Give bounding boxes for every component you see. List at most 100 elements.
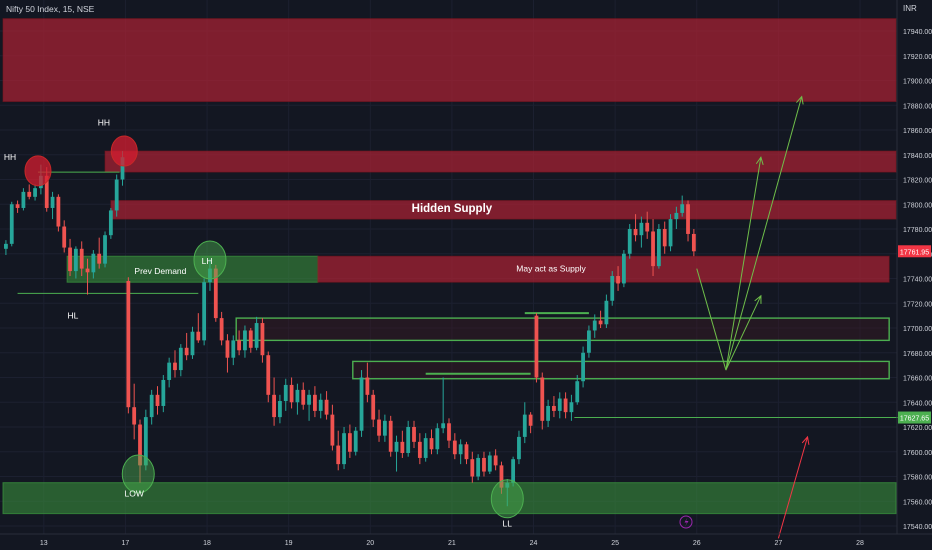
- time-axis[interactable]: 13 17 18 19 20 21 24 25 26 27 28: [40, 540, 864, 547]
- candle-body: [435, 428, 440, 450]
- candle-body: [161, 379, 166, 406]
- price-tick-label: 17860.00: [903, 128, 932, 135]
- swing-circle-red: [24, 155, 52, 187]
- candle-body: [295, 389, 300, 403]
- arrow-head: [754, 294, 762, 304]
- swing-circle-red: [110, 135, 138, 167]
- candle-body: [21, 191, 26, 208]
- price-labels: 17761.95 17627.65: [898, 245, 931, 424]
- candle-body: [662, 229, 667, 247]
- candle-body: [126, 280, 131, 408]
- candle-body: [388, 420, 393, 452]
- candle-body: [505, 482, 510, 488]
- candle-body: [621, 253, 626, 284]
- candle-body: [400, 441, 405, 453]
- candle-body: [155, 394, 160, 406]
- candle-body: [347, 433, 352, 452]
- candle-body: [616, 276, 620, 284]
- candle-body: [108, 210, 113, 236]
- symbol-label: Nifty 50 Index, 15, NSE: [6, 4, 95, 14]
- candle-body: [260, 323, 265, 356]
- candle-body: [44, 175, 49, 208]
- price-tick-label: 17640.00: [903, 400, 932, 407]
- candle-body: [248, 330, 253, 348]
- swing-circles: [24, 135, 524, 519]
- candle-body: [114, 179, 119, 211]
- arrow-head: [755, 156, 764, 166]
- candle-body: [412, 427, 416, 442]
- candle-body: [289, 384, 294, 403]
- candle-body: [365, 377, 370, 395]
- candle-body: [219, 318, 224, 341]
- price-tag-label: 17761.95: [900, 249, 929, 256]
- time-tick-label: 27: [774, 540, 782, 547]
- candle-body: [4, 243, 8, 249]
- candle-body: [62, 226, 67, 248]
- zone-supply: [104, 150, 897, 173]
- candle-body: [674, 212, 679, 220]
- candle-body: [353, 430, 358, 452]
- candle-body: [686, 204, 690, 234]
- time-tick-label: 18: [203, 540, 211, 547]
- candle-body: [27, 191, 32, 197]
- candle-body: [464, 444, 469, 460]
- candle-body: [138, 424, 142, 466]
- candle-body: [213, 268, 218, 319]
- candle-body: [651, 231, 655, 267]
- candle-body: [569, 402, 574, 413]
- candle-body: [324, 399, 329, 415]
- projection-line: [725, 96, 803, 371]
- candle-body: [301, 389, 306, 405]
- annotation-label: HH: [98, 117, 110, 127]
- time-tick-label: 28: [856, 540, 864, 547]
- annotation-label: HH: [4, 152, 16, 162]
- candle-body: [522, 414, 527, 437]
- zone-supply: [317, 255, 890, 283]
- trend-lines: [17, 171, 907, 419]
- price-tick-label: 17580.00: [903, 475, 932, 482]
- price-tick-label: 17840.00: [903, 153, 932, 160]
- candle-body: [552, 405, 556, 411]
- swing-circle-green: [490, 479, 524, 519]
- lightning-icon[interactable]: [679, 515, 693, 529]
- candle-body: [336, 445, 341, 465]
- candles: [4, 151, 696, 507]
- price-axis[interactable]: 17540.00 17560.00 17580.00 17600.00 17620.00…: [903, 29, 932, 531]
- candle-body: [143, 417, 148, 466]
- annotations: HH HH HL LH Prev Demand LOW LL May act as Suppl…: [4, 117, 587, 528]
- time-tick-label: 26: [693, 540, 701, 547]
- time-tick-label: 19: [285, 540, 293, 547]
- price-tick-label: 17700.00: [903, 326, 932, 333]
- price-tick-label: 17920.00: [903, 54, 932, 61]
- candle-body: [493, 455, 498, 466]
- swing-circle-green: [193, 240, 227, 280]
- candle-body: [103, 235, 107, 264]
- candle-body: [283, 384, 288, 402]
- candle-body: [627, 229, 632, 254]
- arrow-head: [796, 95, 804, 105]
- candle-body: [587, 330, 591, 353]
- annotation-label: HL: [68, 310, 79, 320]
- projection-line: [725, 295, 762, 371]
- price-tick-label: 17800.00: [903, 202, 932, 209]
- swing-circle-green: [121, 454, 155, 494]
- candle-body: [517, 436, 521, 460]
- candle-body: [231, 340, 236, 358]
- projection-line: [696, 268, 727, 371]
- candle-body: [458, 444, 463, 455]
- candle-body: [598, 320, 603, 325]
- zone-demand: [66, 255, 319, 283]
- candle-body: [476, 457, 481, 477]
- candle-body: [254, 323, 259, 348]
- candle-body: [423, 438, 428, 458]
- candle-body: [441, 423, 446, 429]
- candle-body: [499, 465, 504, 488]
- candle-body: [668, 219, 673, 247]
- zone-outline: [235, 317, 890, 342]
- candle-body: [645, 222, 650, 232]
- candle-body: [680, 204, 685, 213]
- candle-body: [639, 222, 644, 236]
- candle-body: [313, 394, 317, 411]
- projection-line: [725, 157, 762, 371]
